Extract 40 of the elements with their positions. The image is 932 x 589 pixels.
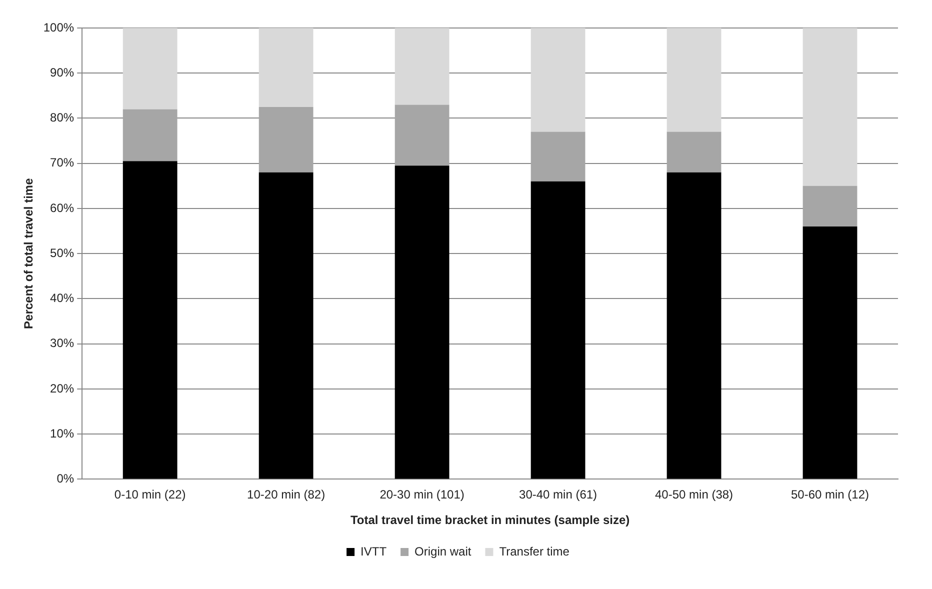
bar xyxy=(666,172,722,479)
y-tick-label: 10% xyxy=(50,426,74,440)
y-tick-label: 100% xyxy=(43,20,74,34)
y-tick-label: 50% xyxy=(50,246,74,260)
bar xyxy=(666,132,722,172)
x-tick-label: 40-50 min (38) xyxy=(655,488,734,502)
x-axis-title: Total travel time bracket in minutes (sample size) xyxy=(350,513,630,528)
bar xyxy=(258,28,314,107)
bar xyxy=(530,132,586,182)
x-tick-label: 0-10 min (22) xyxy=(114,488,186,502)
x-tick-label: 10-20 min (82) xyxy=(247,488,326,502)
bar xyxy=(530,181,586,479)
bar xyxy=(394,104,450,166)
y-tick-label: 80% xyxy=(50,110,74,125)
x-tick-label: 50-60 min (12) xyxy=(790,488,870,502)
y-tick-label: 30% xyxy=(50,336,74,350)
y-tick-label: 40% xyxy=(50,291,74,306)
bar xyxy=(122,28,178,110)
y-tick-label: 20% xyxy=(50,381,74,396)
legend-label: Origin wait xyxy=(414,544,472,558)
bar xyxy=(122,109,178,162)
y-axis-title: Percent of total travel time xyxy=(22,178,36,329)
y-tick-label: 60% xyxy=(50,200,74,215)
bar xyxy=(530,28,586,132)
x-tick-label: 30-40 min (61) xyxy=(519,488,598,502)
legend-label: IVTT xyxy=(360,544,388,558)
bar xyxy=(394,28,450,105)
bar xyxy=(802,226,858,479)
y-tick-label: 0% xyxy=(56,472,74,486)
bar xyxy=(802,28,858,186)
bar xyxy=(802,186,858,227)
y-tick-label: 70% xyxy=(50,156,74,170)
y-tick-label: 90% xyxy=(50,65,74,80)
bar xyxy=(122,161,178,479)
x-tick-label: 20-30 min (101) xyxy=(380,488,464,502)
legend-label: Transfer time xyxy=(499,544,570,558)
bar xyxy=(394,166,450,479)
bar xyxy=(666,28,722,132)
bar xyxy=(258,172,314,479)
bar xyxy=(258,106,314,172)
